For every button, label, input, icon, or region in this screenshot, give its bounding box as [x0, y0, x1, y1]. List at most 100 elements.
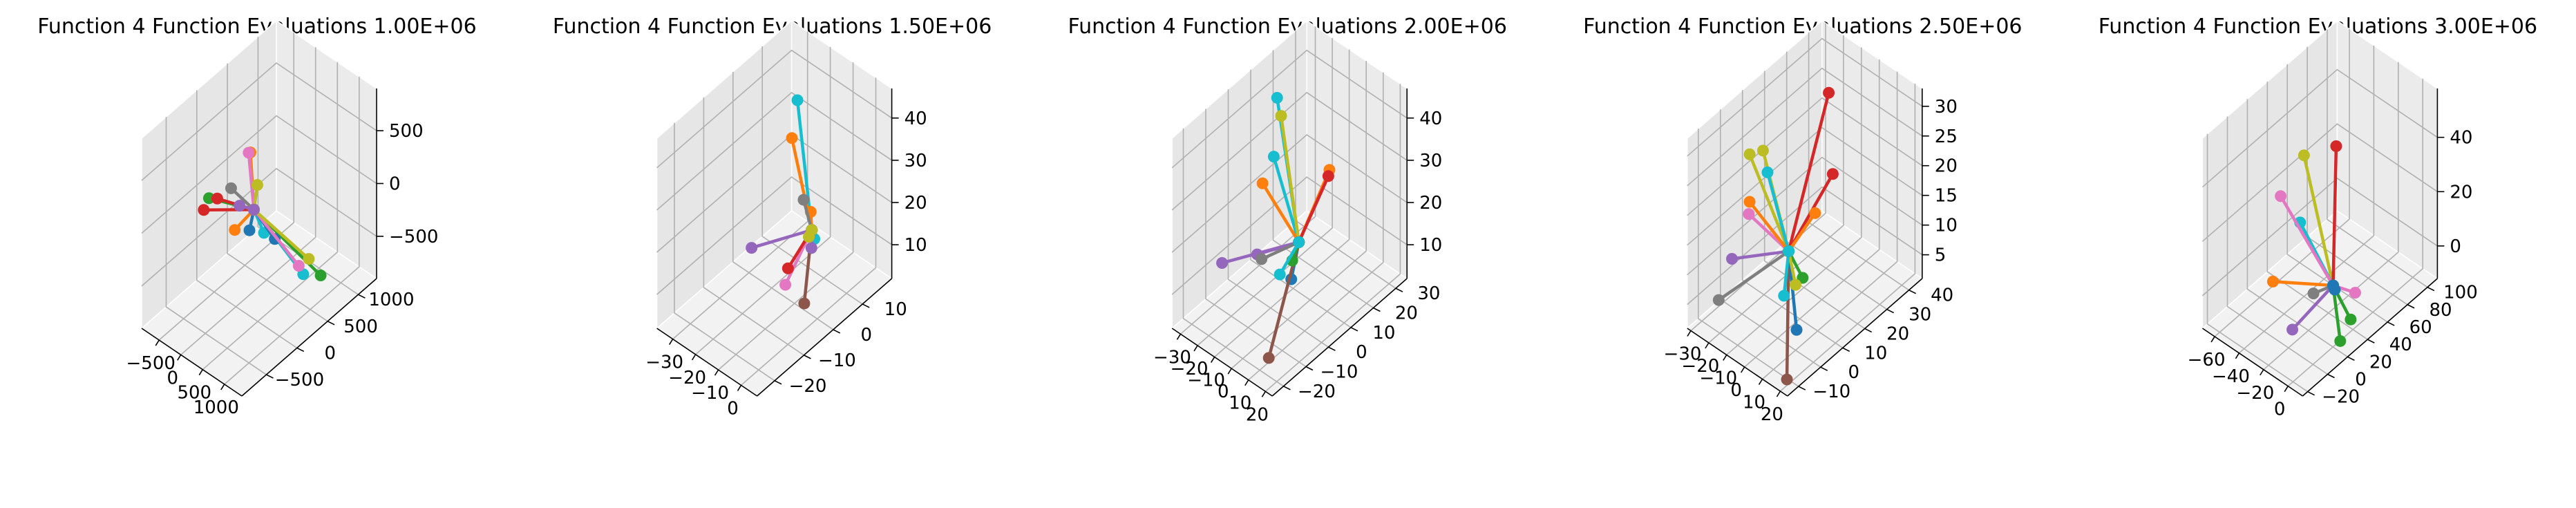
y-tick-2: [327, 321, 335, 326]
series-point-9: [269, 233, 281, 245]
x-tick-label-1: −20: [1171, 359, 1209, 379]
series-line-7: [750, 228, 814, 250]
z-gridline-2: [1687, 126, 1923, 246]
series-point-12: [1273, 268, 1286, 281]
x-gridline-1: [180, 47, 316, 355]
series-point-5: [2266, 275, 2279, 288]
x-tick-label-4: 10: [1229, 393, 1251, 414]
series-point-10: [243, 147, 255, 159]
z-tick-label-2: 30: [905, 151, 927, 171]
y-tick-4: [1886, 308, 1895, 314]
x-gridline-3: [1744, 59, 1880, 368]
y-tick-label-0: −20: [789, 376, 827, 397]
x-gridline-0: [158, 32, 295, 341]
series-point-14: [1778, 290, 1790, 302]
series-point-7: [746, 242, 758, 254]
x-tick-3: [1227, 368, 1232, 375]
series-hub-point-10: [2327, 279, 2339, 292]
series-line-3: [1748, 153, 1790, 253]
y-tick-label-2: 500: [343, 317, 378, 337]
series-point-7: [2334, 335, 2347, 347]
chart-panel-1: Function 4 Function Evaluations 1.00E+06…: [37, 15, 476, 418]
series-line-3: [2279, 194, 2335, 288]
x-tick-label-3: 0: [727, 398, 739, 419]
x-tick-1: [1705, 342, 1710, 349]
z-tick-label-1: 20: [905, 193, 927, 214]
z-tick-label-5: 30: [1935, 97, 1958, 117]
z-gridline-1: [1171, 133, 1408, 253]
series-line-6: [2291, 283, 2335, 332]
series-line-9: [1717, 250, 1790, 302]
chart-panel-4: Function 4 Function Evaluations 2.50E+06…: [1583, 15, 2022, 425]
x-tick-label-2: −10: [1699, 368, 1737, 389]
y-gridline-4: [1272, 50, 1374, 309]
x-tick-label-0: −500: [126, 353, 176, 374]
x-tick-label-3: 1000: [193, 397, 239, 418]
y-gridline-1: [703, 97, 804, 356]
y-tick-1: [1305, 366, 1314, 371]
x-axis-line: [1171, 328, 1273, 397]
y-tick-2: [833, 329, 841, 334]
z-gridline-3: [656, 49, 893, 169]
series-point-5: [782, 262, 794, 274]
z-gridline-1: [141, 115, 377, 234]
series-point-3: [1743, 148, 1756, 160]
x-gridline-3: [224, 77, 360, 385]
series-point-8: [805, 242, 817, 254]
x-tick-4: [1244, 379, 1249, 386]
series-hub-point-12: [1293, 236, 1305, 248]
x-tick-5: [1261, 391, 1267, 397]
x-axis-line: [2201, 328, 2303, 397]
series-point-0: [791, 94, 804, 106]
x-tick-label-1: 0: [167, 368, 178, 388]
x-tick-3: [220, 384, 225, 391]
series-line-14: [252, 207, 311, 261]
y-tick-5: [1909, 290, 1916, 294]
series-point-1: [2330, 140, 2342, 152]
x-gridline-1: [1708, 35, 1844, 344]
y-tick-label-1: −10: [818, 350, 856, 371]
x-gridline-0: [672, 31, 808, 340]
y-gridline-3: [1763, 70, 1866, 330]
x-tick-1: [177, 354, 182, 361]
series-point-9: [2307, 288, 2320, 300]
y-tick-label-1: 0: [1848, 362, 1859, 383]
y-gridline-2: [1741, 90, 1844, 348]
x-tick-3: [737, 384, 742, 391]
y-tick-label-2: 10: [1864, 343, 1887, 364]
x-tick-2: [198, 369, 203, 376]
y-tick-2: [1328, 346, 1336, 351]
series-line-14: [1782, 250, 1790, 298]
x-axis-line: [141, 328, 243, 397]
x-gridline-2: [1214, 49, 1350, 358]
series-point-13: [1790, 279, 1802, 291]
y-gridline-0: [2206, 133, 2309, 393]
y-tick-label-1: 0: [2355, 370, 2367, 391]
x-gridline-5: [1779, 84, 1916, 392]
series-point-0: [1271, 91, 1283, 104]
series-line-0: [2302, 153, 2335, 288]
x-tick-label-2: −10: [1187, 370, 1225, 391]
y-tick-label-4: 30: [1909, 305, 1931, 326]
series-line-10: [1260, 241, 1300, 261]
series-point-5: [1256, 177, 1269, 189]
x-tick-0: [1687, 330, 1692, 337]
series-line-11: [252, 207, 301, 267]
series-hub-point-14: [1783, 245, 1795, 258]
z-tick-label-1: 10: [1935, 216, 1958, 236]
y-tick-label-4: 60: [2409, 317, 2432, 338]
series-point-4: [1756, 144, 1769, 157]
y-tick-3: [358, 294, 366, 299]
y-tick-label-4: 20: [1395, 303, 1418, 324]
series-line-5: [2271, 280, 2335, 288]
series-point-11: [1790, 323, 1803, 336]
series-point-8: [2345, 313, 2357, 326]
z-tick-label-3: 20: [1935, 156, 1958, 177]
series-line-6: [202, 207, 256, 211]
z-gridline-2: [141, 62, 377, 181]
y-axis-line: [1787, 278, 1923, 397]
x-tick-label-3: 0: [1218, 382, 1229, 402]
z-gridline-2: [1171, 91, 1408, 211]
y-tick-1: [2327, 373, 2335, 379]
x-tick-label-0: −30: [1153, 347, 1191, 368]
